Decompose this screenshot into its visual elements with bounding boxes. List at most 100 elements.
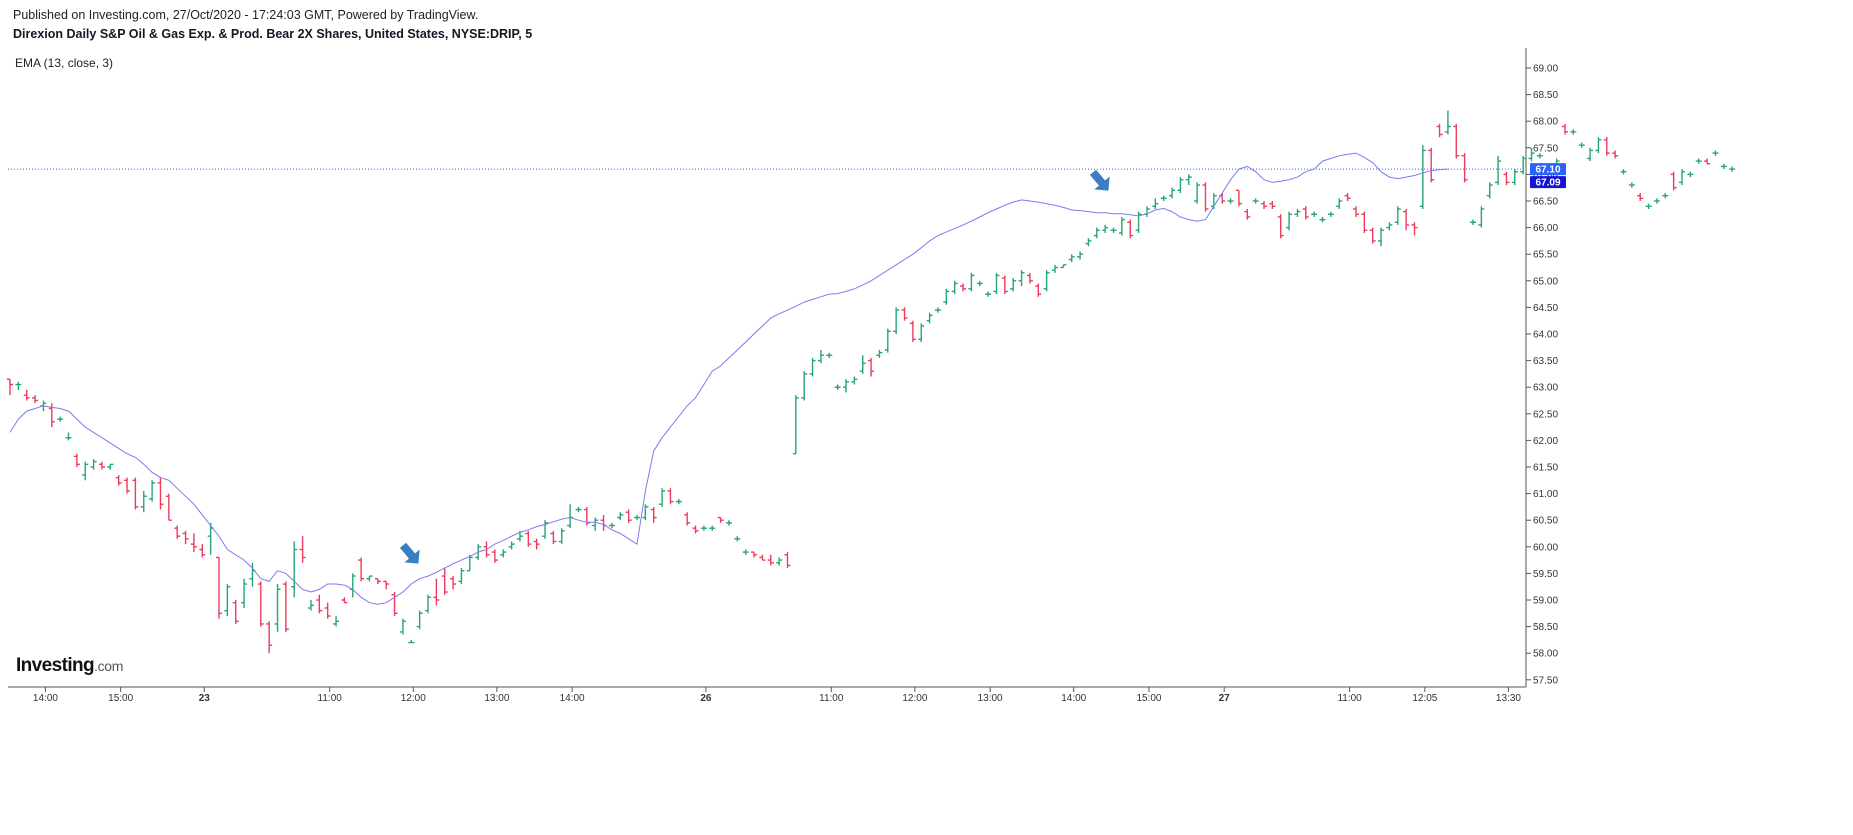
price-tick-label: 62.00 bbox=[1533, 436, 1558, 447]
ohlc-bar bbox=[1010, 278, 1017, 292]
ohlc-bar bbox=[316, 594, 323, 614]
ohlc-bar bbox=[157, 477, 164, 510]
ohlc-bar bbox=[1261, 201, 1267, 209]
ohlc-bar bbox=[1344, 193, 1351, 201]
ohlc-bar bbox=[508, 541, 515, 550]
arrow-marker-icon bbox=[1089, 169, 1110, 191]
ohlc-bar bbox=[575, 506, 582, 513]
ohlc-bar bbox=[909, 320, 916, 342]
ohlc-bar bbox=[98, 461, 105, 470]
ohlc-bar bbox=[1294, 208, 1301, 217]
ohlc-bar bbox=[650, 506, 657, 523]
ohlc-bar bbox=[1085, 238, 1092, 247]
ohlc-bar bbox=[542, 520, 549, 539]
ohlc-bar bbox=[1645, 203, 1652, 209]
ohlc-bar bbox=[792, 395, 799, 455]
price-tick-label: 61.00 bbox=[1533, 489, 1558, 500]
price-tick-label: 66.00 bbox=[1533, 223, 1558, 234]
ohlc-bar bbox=[1444, 110, 1451, 135]
time-tick-label: 13:00 bbox=[484, 693, 509, 704]
price-tick-label: 69.00 bbox=[1533, 64, 1558, 75]
ohlc-bar bbox=[918, 323, 925, 342]
ema-indicator-label[interactable]: EMA (13, close, 3) bbox=[15, 56, 114, 70]
arrow-marker-icon bbox=[399, 542, 420, 564]
ohlc-bar bbox=[558, 528, 565, 545]
ohlc-bar bbox=[1386, 222, 1393, 231]
ohlc-bar bbox=[1319, 216, 1326, 223]
ohlc-bar bbox=[1495, 155, 1502, 186]
ohlc-bar bbox=[759, 554, 766, 561]
ohlc-bar bbox=[1394, 206, 1401, 225]
ohlc-bar bbox=[1486, 182, 1493, 199]
time-tick-label: 14:00 bbox=[560, 693, 585, 704]
ohlc-bar bbox=[951, 280, 958, 295]
ohlc-bar bbox=[341, 597, 348, 604]
ohlc-bar bbox=[1561, 123, 1568, 135]
ohlc-bar bbox=[1662, 193, 1669, 199]
ohlc-bar bbox=[1695, 158, 1702, 164]
ohlc-bar bbox=[659, 488, 666, 507]
ohlc-bar bbox=[441, 568, 448, 595]
price-tick-label: 66.50 bbox=[1533, 197, 1558, 208]
time-tick-label: 27 bbox=[1219, 693, 1231, 704]
ohlc-bar bbox=[1068, 254, 1075, 263]
ohlc-bar bbox=[725, 520, 732, 526]
ohlc-bar bbox=[165, 493, 172, 521]
ohlc-bar bbox=[1302, 206, 1309, 220]
ohlc-bar bbox=[282, 581, 289, 632]
ohlc-bar bbox=[1118, 216, 1125, 236]
ohlc-bar bbox=[1244, 208, 1251, 220]
ohlc-bar bbox=[1110, 227, 1117, 233]
price-tick-label: 63.00 bbox=[1533, 383, 1558, 394]
time-tick-label: 13:00 bbox=[978, 693, 1003, 704]
ohlc-bar bbox=[1369, 227, 1376, 244]
ohlc-bar bbox=[1478, 206, 1485, 228]
ohlc-bar bbox=[140, 490, 147, 513]
ohlc-bar bbox=[1419, 145, 1426, 209]
ohlc-bar bbox=[7, 378, 13, 396]
ohlc-bar bbox=[408, 639, 415, 644]
ohlc-bar bbox=[976, 280, 983, 287]
ohlc-bar bbox=[525, 530, 532, 547]
ohlc-bar bbox=[1687, 171, 1694, 178]
ohlc-bar bbox=[675, 498, 682, 505]
ohlc-bar bbox=[224, 584, 231, 616]
ohlc-bar bbox=[826, 352, 833, 358]
ohlc-bar bbox=[876, 349, 883, 358]
ohlc-bar bbox=[1135, 211, 1142, 233]
ohlc-bar bbox=[266, 621, 273, 654]
price-tick-label: 59.50 bbox=[1533, 569, 1558, 580]
price-tick-label: 60.00 bbox=[1533, 542, 1558, 553]
ohlc-bar bbox=[366, 575, 373, 582]
price-tick-label: 57.50 bbox=[1533, 675, 1558, 686]
last-price-badge-bg bbox=[1530, 163, 1566, 176]
ohlc-bar bbox=[1093, 227, 1100, 239]
ohlc-bar bbox=[1679, 169, 1685, 186]
time-tick-label: 13:30 bbox=[1496, 693, 1521, 704]
ohlc-bar bbox=[742, 549, 749, 555]
ema-value-badge: 67.09 bbox=[1535, 178, 1560, 189]
time-tick-label: 15:00 bbox=[1136, 693, 1161, 704]
ohlc-bar bbox=[1511, 169, 1518, 186]
ohlc-bar bbox=[324, 602, 331, 619]
ohlc-bar bbox=[399, 618, 406, 635]
ohlc-bar bbox=[1503, 171, 1510, 186]
price-tick-label: 64.50 bbox=[1533, 303, 1558, 314]
ohlc-bar bbox=[190, 533, 197, 553]
ohlc-bar bbox=[1729, 166, 1736, 172]
ohlc-bar bbox=[299, 536, 306, 563]
ohlc-bar bbox=[1470, 219, 1476, 225]
ohlc-bar bbox=[1102, 224, 1109, 233]
ohlc-bar bbox=[868, 357, 875, 377]
ohlc-bar bbox=[1001, 275, 1008, 295]
symbol-title: Direxion Daily S&P Oil & Gas Exp. & Prod… bbox=[13, 27, 533, 41]
ohlc-bar bbox=[1060, 264, 1067, 269]
price-tick-label: 67.00 bbox=[1533, 170, 1558, 181]
ohlc-bar bbox=[717, 516, 724, 523]
ohlc-bar bbox=[1327, 211, 1334, 217]
time-tick-label: 14:00 bbox=[33, 693, 58, 704]
ohlc-bar bbox=[1202, 182, 1209, 212]
ohlc-bar bbox=[1026, 272, 1033, 284]
ohlc-bar bbox=[567, 504, 574, 529]
